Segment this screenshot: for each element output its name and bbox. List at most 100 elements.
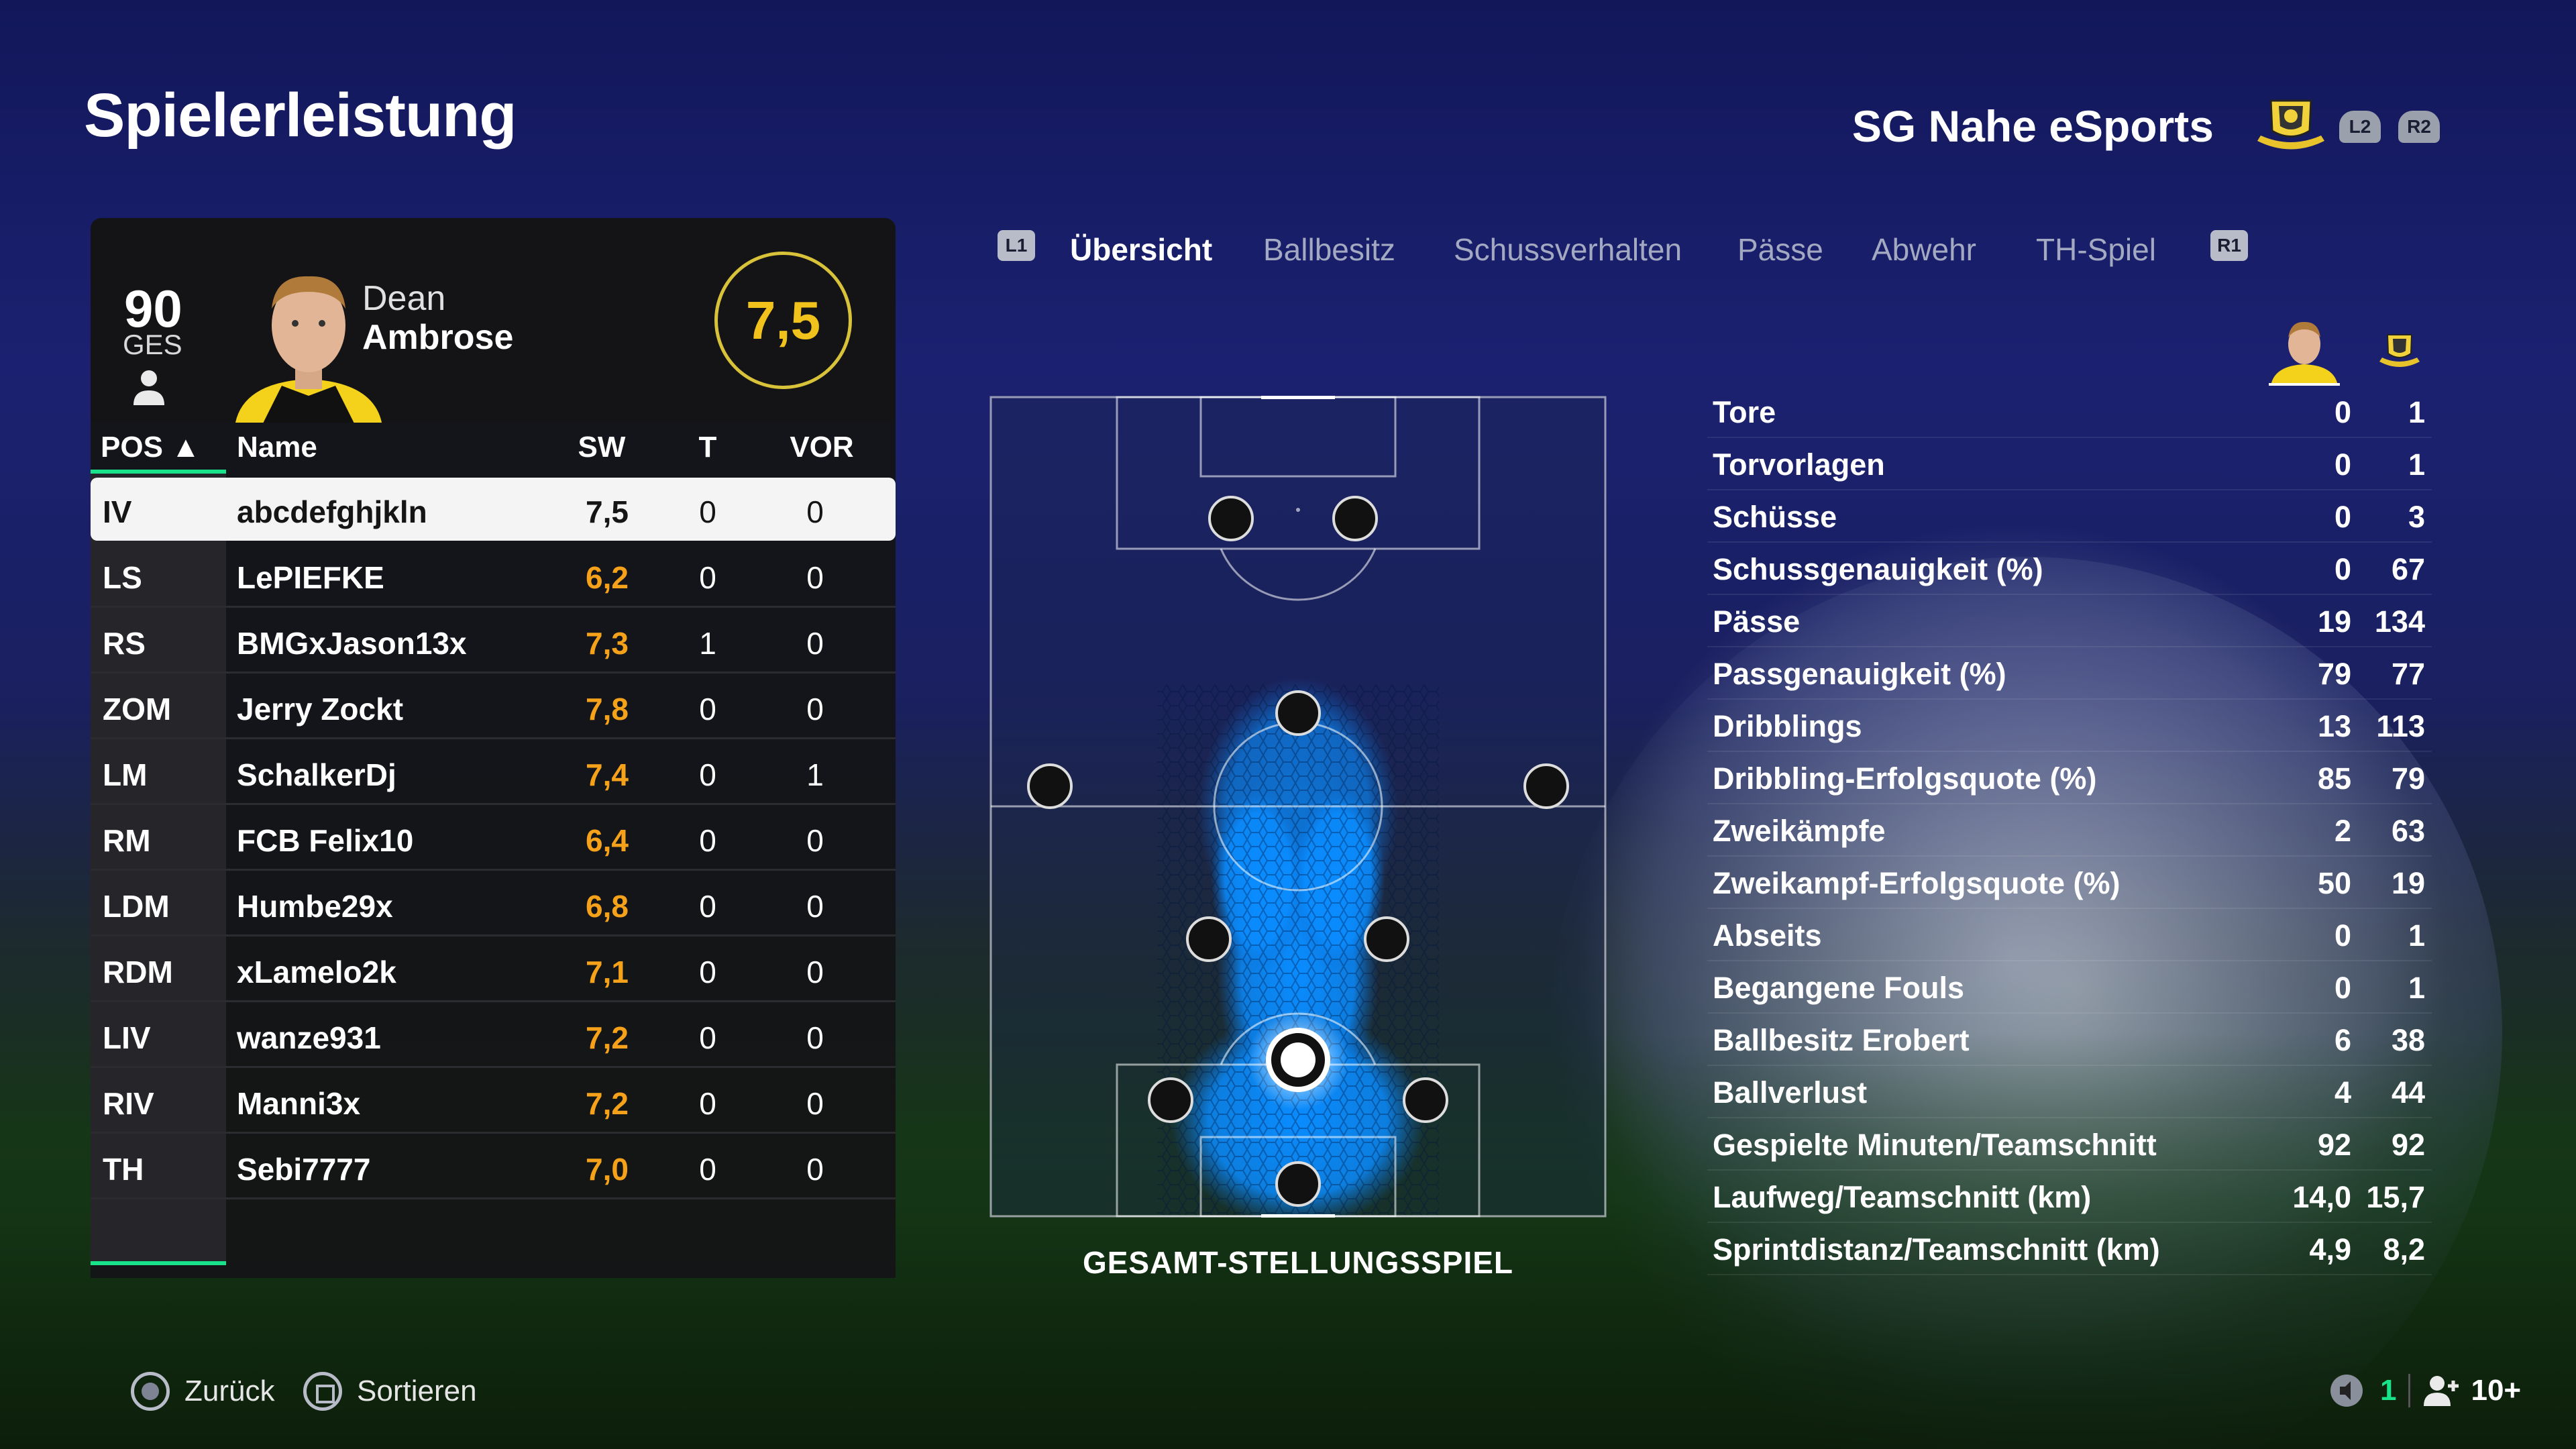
stat-label: Pässe xyxy=(1713,604,1801,639)
table-row[interactable]: LIV wanze931 7,2 0 0 xyxy=(91,1004,896,1068)
stat-player-value: 4,9 xyxy=(2309,1232,2351,1267)
table-row[interactable]: LM SchalkerDj 7,4 0 1 xyxy=(91,741,896,805)
marker-th xyxy=(1275,1161,1321,1207)
header-vor[interactable]: VOR xyxy=(790,431,854,464)
tab-uebersicht[interactable]: Übersicht xyxy=(1070,232,1213,267)
table-row[interactable]: LS LePIEFKE 6,2 0 0 xyxy=(91,543,896,608)
table-row[interactable]: RIV Manni3x 7,2 0 0 xyxy=(91,1069,896,1134)
stat-row: Abseits 0 1 xyxy=(1707,909,2432,961)
stat-label: Sprintdistanz/Teamschnitt (km) xyxy=(1713,1232,2160,1267)
row-t: 0 xyxy=(699,889,716,924)
party-icon xyxy=(2424,1376,2459,1406)
player-portrait xyxy=(235,276,382,423)
marker-ls xyxy=(1208,496,1254,541)
header-sw[interactable]: SW xyxy=(578,431,626,464)
stat-player-value: 6 xyxy=(2334,1023,2351,1057)
tab-ballbesitz[interactable]: Ballbesitz xyxy=(1263,232,1395,267)
back-button[interactable]: Zurück xyxy=(131,1372,274,1411)
player-header: 90 GES Dean Ambrose 7,5 xyxy=(91,218,896,423)
table-row[interactable]: RS BMGxJason13x 7,3 1 0 xyxy=(91,609,896,674)
square-button-icon xyxy=(303,1372,342,1411)
table-header: POS ▲ Name SW T VOR xyxy=(91,423,896,473)
row-sw: 7,0 xyxy=(586,1152,629,1187)
online-count: 1 xyxy=(2380,1374,2397,1407)
l2-button[interactable]: L2 xyxy=(2339,111,2381,143)
stat-row: Begangene Fouls 0 1 xyxy=(1707,961,2432,1014)
row-vor: 0 xyxy=(806,692,824,727)
row-t: 0 xyxy=(699,1152,716,1187)
row-pos: RIV xyxy=(103,1086,154,1121)
stat-row: Ballbesitz Erobert 6 38 xyxy=(1707,1014,2432,1066)
tab-th-spiel[interactable]: TH-Spiel xyxy=(2036,232,2156,267)
table-row[interactable]: TH Sebi7777 7,0 0 0 xyxy=(91,1135,896,1199)
marker-lm xyxy=(1027,763,1073,809)
sort-button[interactable]: Sortieren xyxy=(303,1372,477,1411)
row-pos: LIV xyxy=(103,1020,151,1055)
stat-player-value: 0 xyxy=(2334,918,2351,953)
stat-team-value: 67 xyxy=(2391,552,2425,586)
l1-button[interactable]: L1 xyxy=(998,230,1035,261)
stat-team-value: 1 xyxy=(2408,447,2425,482)
stat-label: Ballbesitz Erobert xyxy=(1713,1023,1970,1057)
row-t: 0 xyxy=(699,955,716,989)
row-pos: LS xyxy=(103,560,142,595)
row-t: 0 xyxy=(699,560,716,595)
tab-schussverhalten[interactable]: Schussverhalten xyxy=(1454,232,1682,267)
player-overall: 90 xyxy=(124,279,182,338)
stat-row: Ballverlust 4 44 xyxy=(1707,1066,2432,1118)
stat-team-value: 8,2 xyxy=(2383,1232,2425,1267)
row-pos: IV xyxy=(103,494,132,529)
row-vor: 1 xyxy=(806,757,824,792)
row-t: 0 xyxy=(699,1020,716,1055)
stat-label: Gespielte Minuten/Teamschnitt xyxy=(1713,1128,2157,1162)
table-row[interactable]: RDM xLamelo2k 7,1 0 0 xyxy=(91,938,896,1002)
row-vor: 0 xyxy=(806,1152,824,1187)
sort-label: Sortieren xyxy=(357,1375,477,1407)
party-count: 10+ xyxy=(2471,1374,2522,1407)
row-pos: LDM xyxy=(103,889,170,924)
stat-label: Begangene Fouls xyxy=(1713,971,1965,1005)
stat-team-value: 15,7 xyxy=(2366,1180,2425,1214)
marker-rs xyxy=(1332,496,1378,541)
r2-button[interactable]: R2 xyxy=(2398,111,2440,143)
table-row[interactable]: LDM Humbe29x 6,8 0 0 xyxy=(91,872,896,936)
row-name: Manni3x xyxy=(237,1086,361,1121)
heatmap-pitch xyxy=(989,396,1607,1218)
table-row[interactable]: RM FCB Felix10 6,4 0 0 xyxy=(91,806,896,871)
player-markers xyxy=(1027,496,1569,1207)
header-t[interactable]: T xyxy=(698,431,717,464)
stat-player-value: 0 xyxy=(2334,552,2351,586)
r1-button[interactable]: R1 xyxy=(2210,230,2248,261)
page-title: Spielerleistung xyxy=(84,81,517,150)
person-icon xyxy=(133,370,164,405)
sort-indicator xyxy=(91,470,226,474)
player-rating-value: 7,5 xyxy=(745,290,821,350)
stat-label: Schussgenauigkeit (%) xyxy=(1713,552,2043,586)
stat-team-value: 1 xyxy=(2408,918,2425,953)
stat-row: Sprintdistanz/Teamschnitt (km) 4,9 8,2 xyxy=(1707,1223,2432,1275)
stat-row: Zweikämpfe 2 63 xyxy=(1707,804,2432,857)
stat-team-value: 92 xyxy=(2391,1128,2425,1162)
row-vor: 0 xyxy=(806,955,824,989)
stat-player-value: 0 xyxy=(2334,395,2351,429)
stat-team-value: 77 xyxy=(2391,657,2425,691)
header-pos[interactable]: POS ▲ xyxy=(101,431,201,464)
tab-paesse[interactable]: Pässe xyxy=(1737,232,1823,267)
tab-abwehr[interactable]: Abwehr xyxy=(1872,232,1976,267)
table-row[interactable]: ZOM Jerry Zockt 7,8 0 0 xyxy=(91,675,896,739)
marker-ldm xyxy=(1186,916,1232,962)
stat-label: Passgenauigkeit (%) xyxy=(1713,657,2006,691)
stat-player-value: 0 xyxy=(2334,500,2351,534)
header-name[interactable]: Name xyxy=(237,431,317,464)
stat-row: Dribblings 13 113 xyxy=(1707,700,2432,752)
table-row[interactable]: IV abcdefghjkln 7,5 0 0 xyxy=(91,478,896,541)
stat-team-value: 113 xyxy=(2376,709,2425,743)
row-name: wanze931 xyxy=(237,1020,381,1055)
marker-liv xyxy=(1148,1077,1193,1123)
stat-player-value: 79 xyxy=(2317,657,2351,691)
stat-label: Zweikämpfe xyxy=(1713,814,1886,848)
row-pos: RDM xyxy=(103,955,173,989)
stat-player-value: 14,0 xyxy=(2292,1180,2351,1214)
player-overall-label: GES xyxy=(123,329,182,360)
row-vor: 0 xyxy=(806,626,824,661)
